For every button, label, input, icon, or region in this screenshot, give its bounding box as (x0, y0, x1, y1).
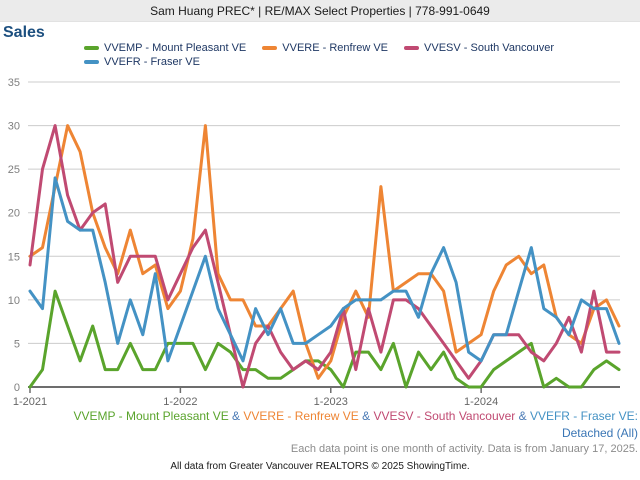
footer-series-vvesv: VVESV - South Vancouver (373, 409, 516, 423)
x-axis-tick-label: 1-2022 (163, 396, 197, 408)
legend-item-vvere: VVERE - Renfrew VE (262, 42, 388, 54)
legend-item-vvefr: VVEFR - Fraser VE (84, 56, 200, 68)
x-axis-tick-label: 1-2023 (314, 396, 348, 408)
footer-ampersand: & (228, 409, 244, 423)
footer-series-vvefr: VVEFR - Fraser VE: (529, 409, 638, 423)
footer-series-vvere: VVERE - Renfrew VE (243, 409, 359, 423)
legend-item-vvemp: VVEMP - Mount Pleasant VE (84, 42, 246, 54)
footer-subtype: Detached (All) (561, 426, 638, 440)
footer-ampersand: & (358, 409, 374, 423)
y-axis-tick-label: 20 (8, 208, 20, 220)
x-axis-tick-label: 1-2021 (13, 396, 47, 408)
chart-footer: VVEMP - Mount Pleasant VE & VVERE - Renf… (2, 409, 638, 440)
series-line-vvefr (28, 176, 621, 363)
chart-legend: VVEMP - Mount Pleasant VE VVERE - Renfre… (84, 41, 570, 69)
legend-swatch-vvefr-icon (84, 60, 99, 64)
attribution: All data from Greater Vancouver REALTORS… (170, 461, 470, 472)
legend-swatch-vvere-icon (262, 46, 278, 50)
y-axis-tick-label: 15 (8, 251, 20, 263)
page-title: Sales (3, 24, 45, 41)
header-title: Sam Huang PREC* | RE/MAX Select Properti… (150, 3, 490, 18)
y-axis-tick-label: 0 (14, 382, 20, 394)
footer-ampersand: & (515, 409, 530, 423)
legend-item-vvesv: VVESV - South Vancouver (404, 42, 554, 54)
series-line-vvere (28, 124, 621, 380)
footer-series-line: VVEMP - Mount Pleasant VE & VVERE - Renf… (2, 409, 638, 423)
series-line-vvemp (28, 289, 621, 389)
legend-label-vvemp: VVEMP - Mount Pleasant VE (104, 42, 247, 54)
y-axis-tick-label: 30 (8, 121, 20, 133)
y-axis-tick-label: 35 (8, 77, 20, 89)
legend-label-vvere: VVERE - Renfrew VE (282, 42, 389, 54)
x-axis-tick-label: 1-2024 (464, 396, 498, 408)
legend-row-2: VVEFR - Fraser VE (84, 55, 570, 69)
header-bar: Sam Huang PREC* | RE/MAX Select Properti… (0, 0, 640, 22)
data-note: Each data point is one month of activity… (290, 443, 638, 455)
footer-series-vvemp: VVEMP - Mount Pleasant VE (73, 409, 229, 423)
series-line-vvesv (28, 124, 621, 389)
sales-chart-svg: 0 5 10 15 20 25 30 35 1-2021 1-2022 1-2023 1-2024 (8, 77, 621, 408)
legend-swatch-vvemp-icon (84, 46, 99, 50)
legend-row-1: VVEMP - Mount Pleasant VE VVERE - Renfre… (84, 41, 570, 55)
y-axis-tick-label: 25 (8, 164, 20, 176)
y-axis-tick-label: 5 (14, 338, 20, 350)
y-axis-tick-label: 10 (8, 295, 20, 307)
legend-label-vvesv: VVESV - South Vancouver (424, 42, 555, 54)
legend-swatch-vvesv-icon (404, 46, 420, 50)
legend-label-vvefr: VVEFR - Fraser VE (104, 56, 200, 68)
sales-line-chart: 0 5 10 15 20 25 30 35 1-2021 1-2022 1-2023 1-2024 (0, 75, 640, 410)
